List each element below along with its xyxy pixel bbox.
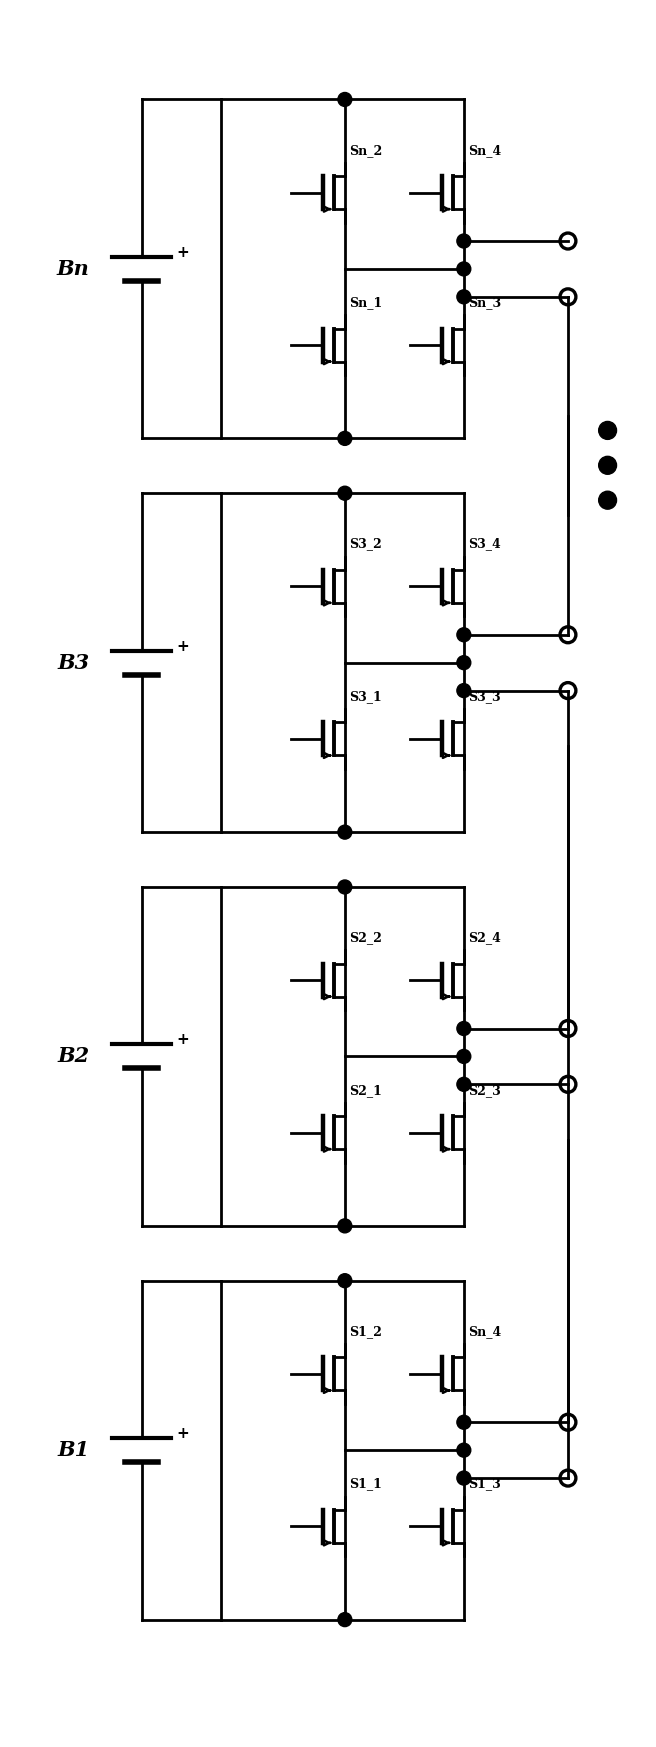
Text: S1_3: S1_3	[468, 1478, 501, 1490]
Text: S3_1: S3_1	[349, 690, 382, 702]
Circle shape	[457, 1050, 471, 1064]
Circle shape	[338, 1274, 352, 1288]
Circle shape	[457, 627, 471, 641]
Text: S3_2: S3_2	[349, 538, 382, 550]
Circle shape	[457, 655, 471, 669]
Circle shape	[457, 1471, 471, 1485]
Circle shape	[457, 290, 471, 304]
Text: +: +	[177, 1426, 190, 1441]
Text: Sn_4: Sn_4	[468, 1324, 501, 1338]
Circle shape	[338, 825, 352, 839]
Circle shape	[457, 262, 471, 276]
Text: +: +	[177, 639, 190, 653]
Text: +: +	[177, 1032, 190, 1048]
Circle shape	[457, 683, 471, 697]
Circle shape	[457, 1415, 471, 1429]
Text: Sn_4: Sn_4	[468, 143, 501, 157]
Text: Bn: Bn	[57, 259, 90, 280]
Circle shape	[599, 421, 617, 440]
Text: S2_2: S2_2	[349, 931, 382, 945]
Text: S2_4: S2_4	[468, 931, 501, 945]
Text: B1: B1	[57, 1440, 89, 1460]
Text: Sn_1: Sn_1	[349, 297, 382, 309]
Text: Sn_2: Sn_2	[349, 143, 382, 157]
Circle shape	[338, 93, 352, 107]
Circle shape	[338, 880, 352, 894]
Text: S1_1: S1_1	[349, 1478, 382, 1490]
Text: S3_3: S3_3	[468, 690, 501, 702]
Text: Sn_3: Sn_3	[468, 297, 501, 309]
Circle shape	[338, 1612, 352, 1626]
Circle shape	[338, 432, 352, 445]
Circle shape	[457, 1022, 471, 1036]
Text: S1_2: S1_2	[349, 1324, 382, 1338]
Text: S2_1: S2_1	[349, 1083, 382, 1097]
Text: B2: B2	[57, 1046, 89, 1066]
Text: S2_3: S2_3	[468, 1083, 501, 1097]
Circle shape	[457, 234, 471, 248]
Circle shape	[457, 1443, 471, 1457]
Circle shape	[599, 456, 617, 473]
Circle shape	[338, 486, 352, 500]
Text: B3: B3	[57, 653, 89, 673]
Circle shape	[599, 491, 617, 508]
Text: S3_4: S3_4	[468, 538, 501, 550]
Circle shape	[457, 1078, 471, 1092]
Circle shape	[338, 1219, 352, 1233]
Text: +: +	[177, 245, 190, 260]
